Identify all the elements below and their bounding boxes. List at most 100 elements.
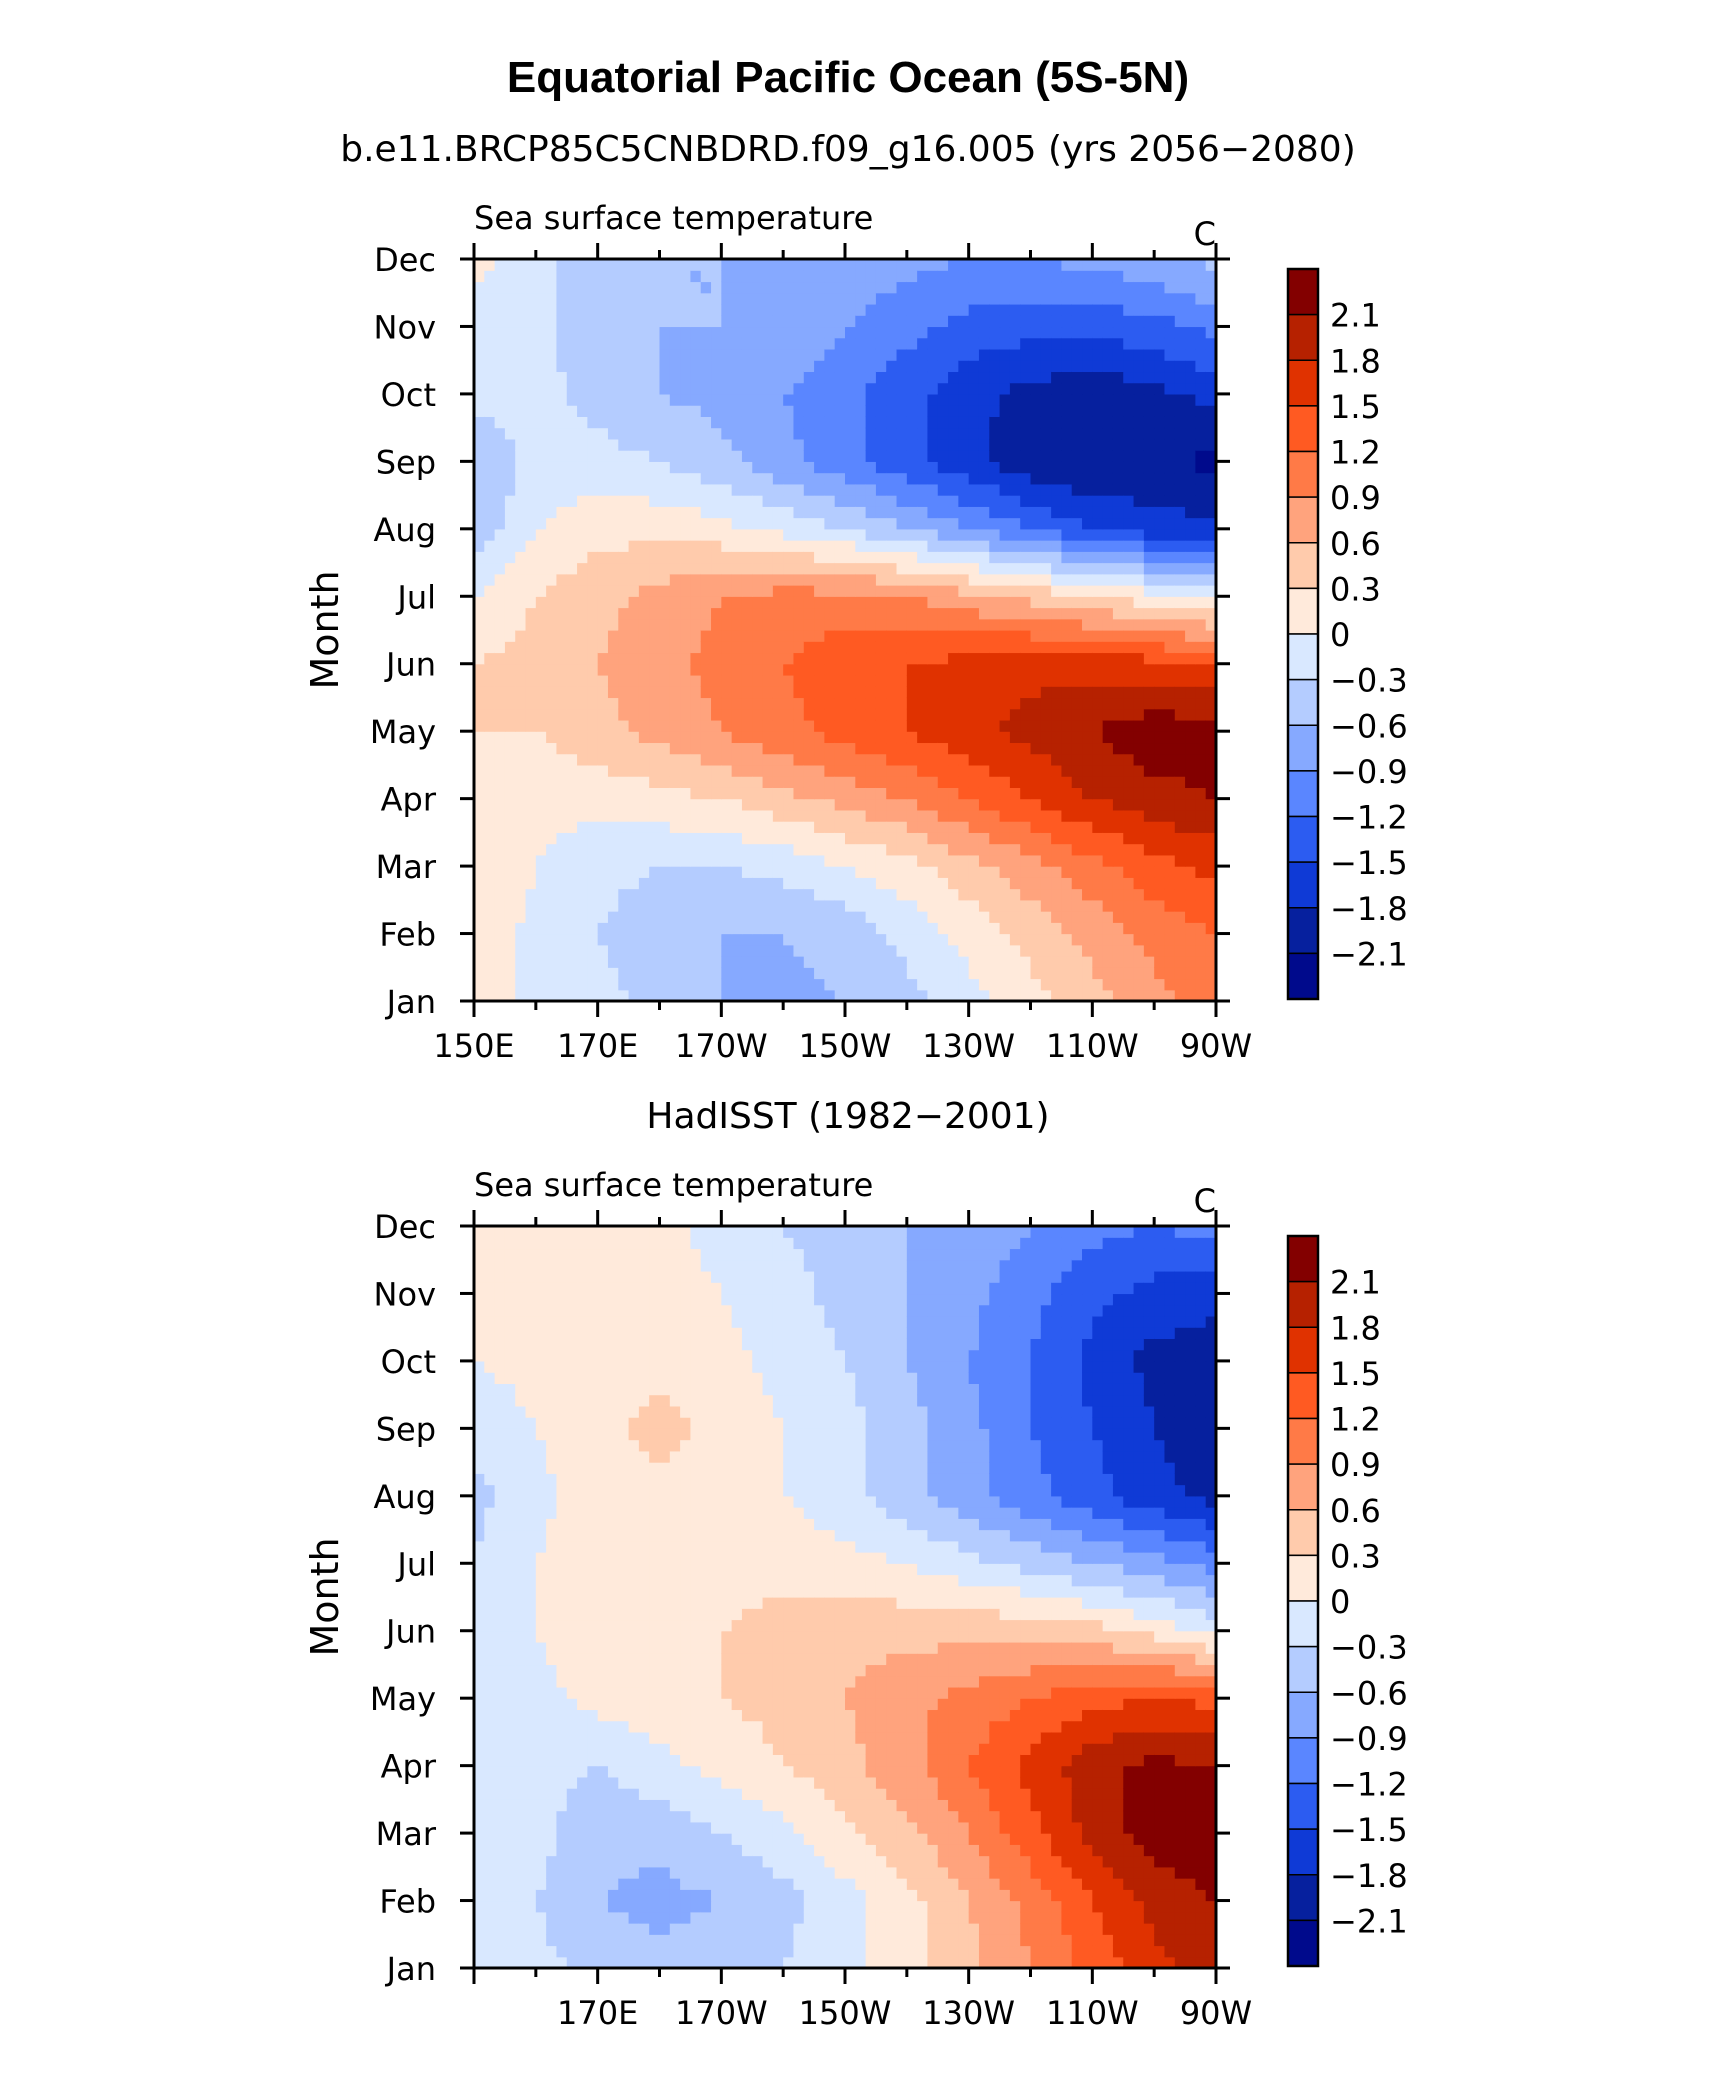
heatmap-cell (855, 596, 867, 609)
heatmap-cell (875, 787, 887, 800)
heatmap-cell (731, 989, 743, 1002)
heatmap-cell (1092, 787, 1104, 800)
heatmap-cell (546, 742, 558, 755)
heatmap-cell (762, 809, 774, 822)
heatmap-cell (824, 405, 836, 417)
heatmap-cell (721, 663, 733, 676)
heatmap-cell (1009, 461, 1021, 474)
heatmap-cell (865, 461, 877, 474)
heatmap-cell (577, 989, 588, 1002)
heatmap-cell (989, 528, 1001, 541)
heatmap-cell (659, 371, 671, 384)
heatmap-cell (649, 686, 661, 699)
heatmap-cell (917, 596, 929, 609)
heatmap-cell (1133, 652, 1145, 665)
heatmap-cell (762, 697, 774, 710)
heatmap-cell (752, 382, 764, 395)
heatmap-cell (793, 832, 805, 845)
heatmap-cell (525, 978, 537, 991)
heatmap-cell (1082, 337, 1093, 350)
heatmap-cell (814, 899, 825, 912)
heatmap-cell (793, 674, 805, 687)
heatmap-cell (1071, 528, 1083, 541)
heatmap-cell (659, 618, 671, 631)
heatmap-cell (1123, 281, 1135, 294)
heatmap-cell (690, 303, 702, 316)
heatmap-cell (525, 607, 537, 620)
heatmap-cell (525, 1956, 537, 1969)
heatmap-cell (793, 888, 805, 901)
heatmap-cell (1020, 382, 1032, 395)
heatmap-cell (504, 787, 516, 800)
heatmap-cell (1040, 259, 1052, 271)
heatmap-cell (1185, 753, 1196, 766)
heatmap-cell (855, 517, 867, 530)
heatmap-cell (1071, 495, 1083, 507)
heatmap-cell (587, 416, 599, 429)
heatmap-cell (680, 731, 692, 744)
heatmap-cell (741, 686, 753, 699)
heatmap-cell (1195, 731, 1207, 744)
heatmap-cell (535, 708, 547, 721)
heatmap-cell (504, 686, 516, 699)
heatmap-cell (855, 731, 867, 744)
heatmap-cell (978, 719, 990, 732)
heatmap-cell (515, 360, 527, 373)
heatmap-cell (803, 472, 815, 485)
heatmap-cell (968, 326, 980, 339)
heatmap-cell (1082, 438, 1093, 451)
heatmap-cell (845, 303, 856, 316)
heatmap-cell (1185, 697, 1196, 710)
heatmap-cell (968, 776, 980, 788)
heatmap-cell (762, 719, 774, 732)
heatmap-cell (772, 573, 784, 586)
heatmap-cell (1071, 787, 1083, 800)
heatmap-cell (504, 596, 516, 609)
heatmap-cell (1051, 326, 1063, 339)
heatmap-cell (1112, 618, 1124, 631)
heatmap-cell (577, 776, 588, 788)
heatmap-cell (484, 1945, 496, 1958)
heatmap-cell (680, 978, 692, 991)
heatmap-cell (731, 528, 743, 541)
heatmap-cell (865, 596, 877, 609)
heatmap-cell (474, 506, 485, 519)
heatmap-cell (1102, 731, 1114, 744)
heatmap-cell (906, 663, 918, 676)
heatmap-cell (875, 978, 887, 991)
heatmap-cell (948, 787, 959, 800)
heatmap-cell (999, 416, 1011, 429)
heatmap-cell (525, 393, 537, 406)
heatmap-cell (484, 1934, 496, 1947)
heatmap-cell (793, 877, 805, 890)
heatmap-cell (1102, 303, 1114, 316)
heatmap-cell (855, 607, 867, 620)
heatmap-cell (978, 461, 990, 474)
heatmap-cell (535, 843, 547, 856)
heatmap-cell (741, 787, 753, 800)
y-tick-label: Feb (379, 916, 436, 954)
heatmap-cell (865, 933, 877, 946)
heatmap-cell (669, 708, 681, 721)
heatmap-cell (999, 472, 1011, 485)
heatmap-cell (721, 382, 733, 395)
heatmap-cell (814, 764, 825, 777)
heatmap-cell (669, 281, 681, 294)
heatmap-cell (535, 809, 547, 822)
heatmap-cell (1123, 438, 1135, 451)
heatmap-cell (886, 652, 898, 665)
heatmap-cell (1112, 551, 1124, 564)
heatmap-cell (711, 450, 722, 462)
heatmap-cell (504, 641, 516, 654)
heatmap-cell (680, 787, 692, 800)
heatmap-cell (1071, 461, 1083, 474)
heatmap-cell (886, 483, 898, 496)
heatmap-cell (783, 798, 795, 811)
heatmap-cell (1040, 764, 1052, 777)
heatmap-cell (1020, 348, 1032, 361)
heatmap-cell (577, 461, 588, 474)
heatmap-cell (556, 911, 568, 923)
heatmap-cell (948, 764, 959, 777)
heatmap-cell (711, 843, 722, 856)
heatmap-cell (607, 517, 619, 530)
